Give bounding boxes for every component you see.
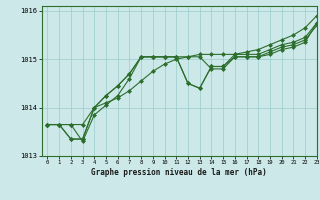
X-axis label: Graphe pression niveau de la mer (hPa): Graphe pression niveau de la mer (hPa) bbox=[91, 168, 267, 177]
